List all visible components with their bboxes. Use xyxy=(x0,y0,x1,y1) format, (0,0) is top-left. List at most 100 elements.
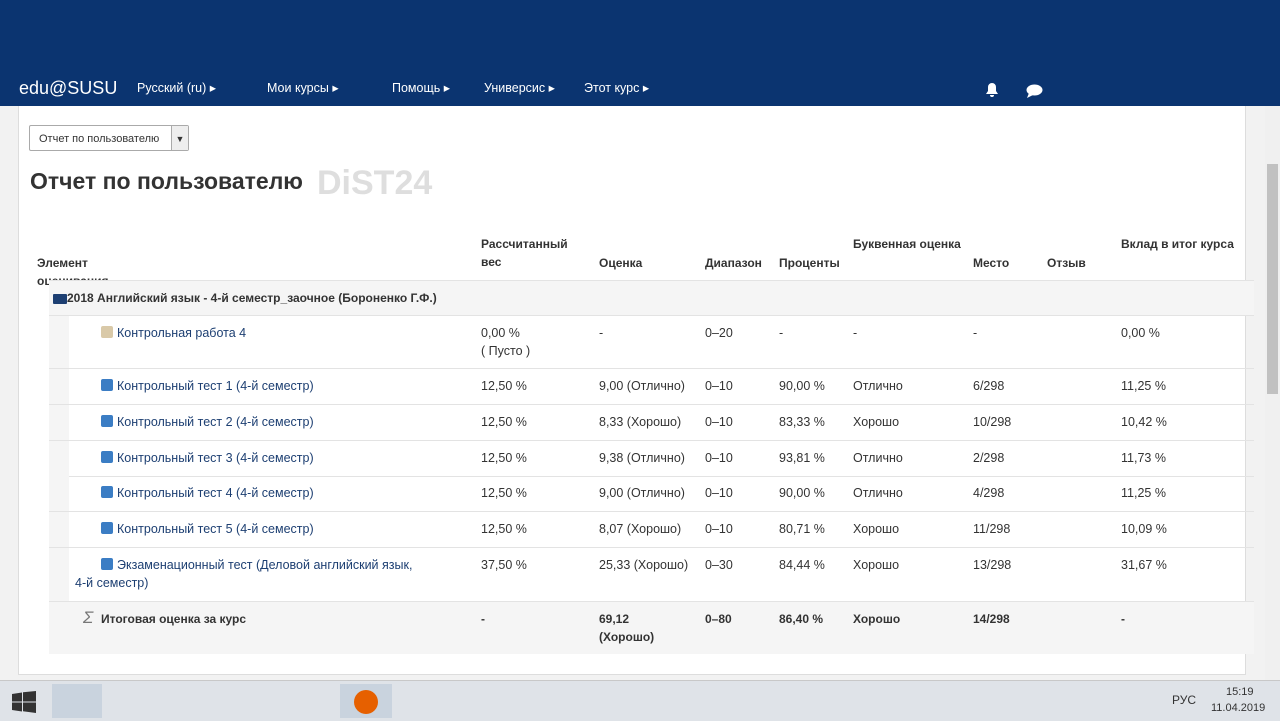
select-text: Отчет по пользователю xyxy=(39,133,160,145)
item-name: Экзаменационный тест (Деловой английский… xyxy=(75,558,413,590)
column-header: Место xyxy=(973,256,1010,270)
nav-item[interactable]: Русский (ru) ▸ xyxy=(137,81,217,95)
row-line xyxy=(49,440,1254,441)
watermark: DiST24 xyxy=(317,164,433,202)
cell-weight: 37,50 % xyxy=(481,558,527,572)
clock-time[interactable]: 15:19 xyxy=(1226,686,1254,698)
grade-item[interactable]: Контрольный тест 1 (4-й семестр) xyxy=(75,377,420,395)
total-item: Итоговая оценка за курс xyxy=(101,612,247,626)
cell-contribution: 0,00 % xyxy=(1121,326,1160,340)
grade-table: Элемент оцениванияРассчитанный весОценка… xyxy=(19,106,1254,674)
indent xyxy=(49,512,69,547)
grade-item[interactable]: Контрольный тест 5 (4-й семестр) xyxy=(75,520,420,538)
start-button[interactable] xyxy=(12,691,36,713)
cell-contribution: 10,42 % xyxy=(1121,415,1167,429)
firefox-app[interactable] xyxy=(340,684,392,718)
nav-label: Мои курсы xyxy=(267,81,329,95)
grade-item[interactable]: Контрольный тест 3 (4-й семестр) xyxy=(75,449,420,467)
quiz-icon xyxy=(101,522,113,534)
row-line xyxy=(49,547,1254,548)
explorer-app[interactable] xyxy=(52,684,102,718)
total-rank: 14/298 xyxy=(973,612,1010,626)
item-name: Контрольный тест 5 (4-й семестр) xyxy=(117,522,314,536)
nav-item[interactable]: Мои курсы ▸ xyxy=(267,81,339,95)
cell-rank: 13/298 xyxy=(973,558,1012,572)
grade-item[interactable]: Контрольный тест 2 (4-й семестр) xyxy=(75,413,420,431)
content-panel: Отчет по пользователю ▼ Отчет по пользова… xyxy=(18,106,1254,675)
quiz-icon xyxy=(101,451,113,463)
column-header: Диапазон xyxy=(705,256,762,270)
row-line xyxy=(49,280,1254,281)
cell-letter: Хорошо xyxy=(853,558,900,572)
language[interactable]: РУС xyxy=(1172,693,1197,707)
cell-rank: 4/298 xyxy=(973,486,1005,500)
cell-range: 0–20 xyxy=(705,326,733,340)
cell-contribution: 11,25 % xyxy=(1121,379,1166,393)
column-header: Рассчитанный вес xyxy=(481,237,568,269)
cell-grade: 9,00 (Отлично) xyxy=(599,379,685,393)
column-header: Проценты xyxy=(779,256,840,270)
cell-contribution: 31,67 % xyxy=(1121,558,1167,572)
cell-percent: 83,33 % xyxy=(779,415,825,429)
row-line xyxy=(49,315,1254,316)
quiz-icon xyxy=(101,415,113,427)
bell-icon[interactable] xyxy=(985,82,999,98)
cell-percent: 90,00 % xyxy=(779,379,825,393)
nav-item[interactable]: Универсис ▸ xyxy=(484,81,555,95)
row-line xyxy=(49,601,1254,602)
brand[interactable]: edu@SUSU xyxy=(19,78,118,98)
cell-percent: 84,44 % xyxy=(779,558,825,572)
cell-rank: 11/298 xyxy=(973,522,1011,536)
report-select[interactable]: Отчет по пользователю ▼ xyxy=(29,125,189,151)
scrollbar[interactable] xyxy=(1265,106,1280,680)
indent xyxy=(49,316,69,368)
item-name: Контрольный тест 3 (4-й семестр) xyxy=(117,451,314,465)
category-row xyxy=(49,281,1254,315)
page-title: Отчет по пользователю xyxy=(30,168,303,194)
navbar: edu@SUSU Русский (ru) ▸ Мои курсы ▸ Помощь… xyxy=(0,0,1280,106)
cell-letter: Хорошо xyxy=(853,415,900,429)
item-name: Контрольный тест 2 (4-й семестр) xyxy=(117,415,314,429)
cell-letter: Отлично xyxy=(853,379,903,393)
grade-item[interactable]: Контрольный тест 4 (4-й семестр) xyxy=(75,484,420,502)
cell-weight: 12,50 % xyxy=(481,451,527,465)
indent xyxy=(49,476,69,511)
quiz-icon xyxy=(101,558,113,570)
nav-item[interactable]: Помощь ▸ xyxy=(392,81,451,95)
quiz-icon xyxy=(101,486,113,498)
cell-weight-note: ( Пусто ) xyxy=(481,344,531,358)
cell-weight: 12,50 % xyxy=(481,415,527,429)
cell-rank: 6/298 xyxy=(973,379,1005,393)
cell-range: 0–30 xyxy=(705,558,733,572)
column-header: Вклад в итог курса xyxy=(1121,237,1234,251)
clock-date[interactable]: 11.04.2019 xyxy=(1211,702,1266,714)
cell-grade: 8,33 (Хорошо) xyxy=(599,415,682,429)
cell-range: 0–10 xyxy=(705,415,733,429)
cell-weight: 12,50 % xyxy=(481,486,527,500)
item-name: Контрольный тест 1 (4-й семестр) xyxy=(117,379,314,393)
cell-letter: Хорошо xyxy=(853,522,900,536)
folder-icon xyxy=(53,294,67,304)
cell-rank: 10/298 xyxy=(973,415,1012,429)
column-header: Буквенная оценка xyxy=(853,237,961,251)
cell-range: 0–10 xyxy=(705,522,733,536)
grade-item[interactable]: Экзаменационный тест (Деловой английский… xyxy=(75,556,420,592)
nav-label: Русский (ru) xyxy=(137,81,207,95)
cell-weight: 12,50 % xyxy=(481,379,527,393)
cell-rank: - xyxy=(973,326,978,340)
assignment-icon xyxy=(101,326,113,338)
chat-icon[interactable] xyxy=(1026,84,1043,98)
grade-item[interactable]: Контрольная работа 4 xyxy=(75,324,420,342)
cell-range: 0–10 xyxy=(705,379,733,393)
cell-weight: 12,50 % xyxy=(481,522,527,536)
cell-grade: 9,38 (Отлично) xyxy=(599,451,685,465)
indent xyxy=(49,548,69,601)
total-letter: Хорошо xyxy=(853,612,901,626)
cell-percent: 80,71 % xyxy=(779,522,825,536)
row-line xyxy=(49,476,1254,477)
total-contribution: - xyxy=(1121,612,1125,626)
row-line xyxy=(49,404,1254,405)
cell-percent: 90,00 % xyxy=(779,486,825,500)
nav-item[interactable]: Этот курс ▸ xyxy=(584,81,650,95)
cell-rank: 2/298 xyxy=(973,451,1005,465)
